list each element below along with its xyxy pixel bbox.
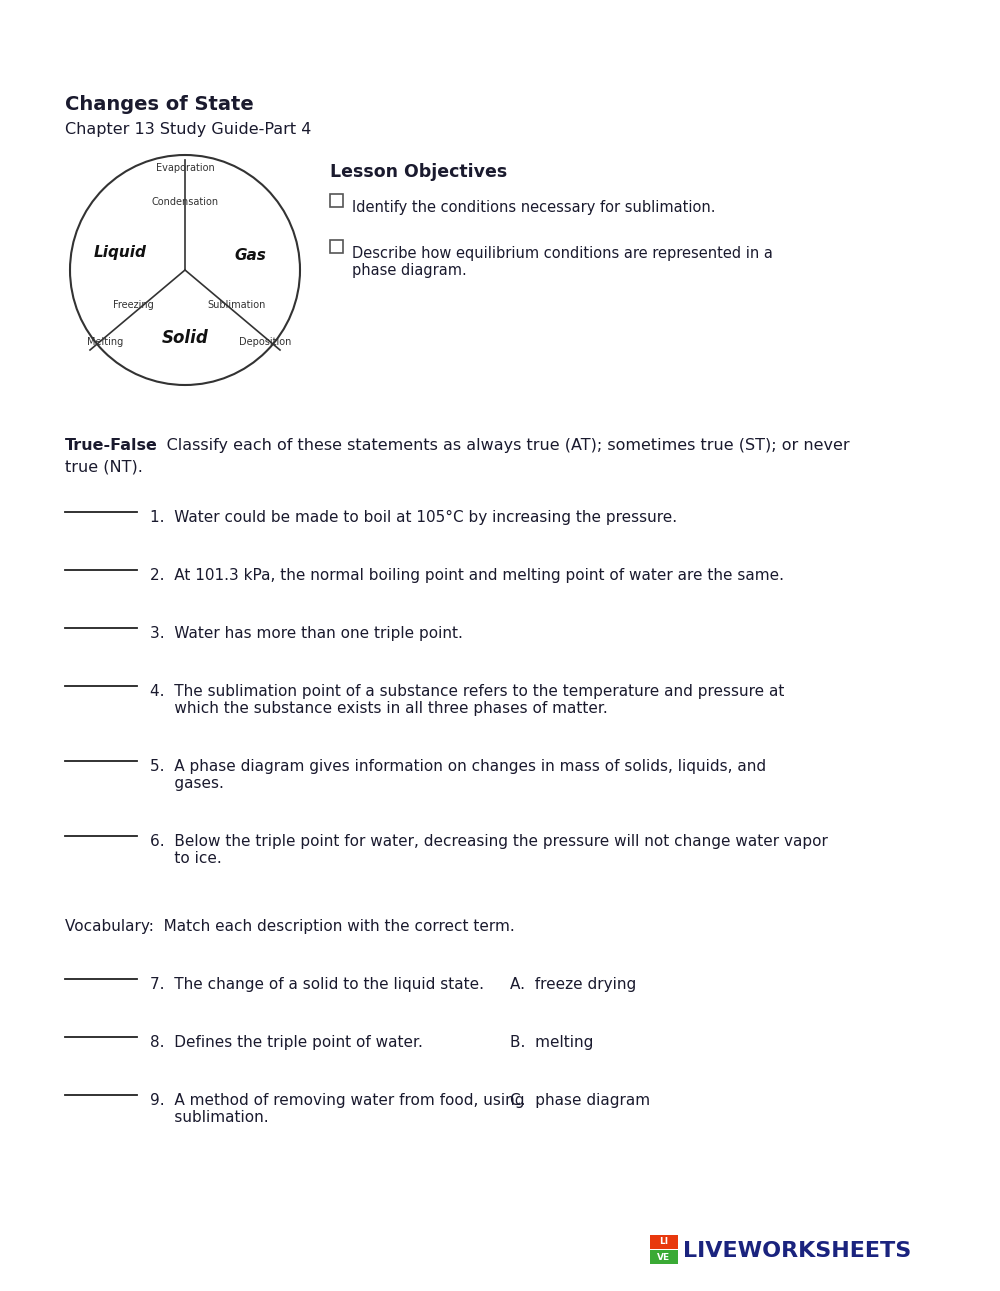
- Text: Identify the conditions necessary for sublimation.: Identify the conditions necessary for su…: [352, 200, 716, 216]
- Text: VE: VE: [657, 1252, 671, 1261]
- Text: 2.  At 101.3 kPa, the normal boiling point and melting point of water are the sa: 2. At 101.3 kPa, the normal boiling poin…: [150, 568, 784, 584]
- Text: True-False: True-False: [65, 438, 158, 453]
- Text: Deposition: Deposition: [239, 337, 291, 347]
- Text: 4.  The sublimation point of a substance refers to the temperature and pressure : 4. The sublimation point of a substance …: [150, 684, 784, 717]
- Text: :  Classify each of these statements as always true (AT); sometimes true (ST); o: : Classify each of these statements as a…: [151, 438, 850, 453]
- FancyBboxPatch shape: [330, 240, 343, 253]
- Text: 8.  Defines the triple point of water.: 8. Defines the triple point of water.: [150, 1035, 423, 1050]
- Text: Changes of State: Changes of State: [65, 96, 254, 114]
- Text: Freezing: Freezing: [113, 300, 153, 310]
- Text: Vocabulary:  Match each description with the correct term.: Vocabulary: Match each description with …: [65, 919, 515, 933]
- Text: Liquid: Liquid: [94, 244, 146, 259]
- Text: 9.  A method of removing water from food, using
     sublimation.: 9. A method of removing water from food,…: [150, 1093, 524, 1126]
- Text: Chapter 13 Study Guide-Part 4: Chapter 13 Study Guide-Part 4: [65, 123, 311, 137]
- Text: Sublimation: Sublimation: [208, 300, 266, 310]
- Text: Condensation: Condensation: [151, 198, 219, 207]
- FancyBboxPatch shape: [330, 194, 343, 207]
- Text: Melting: Melting: [87, 337, 123, 347]
- Text: Describe how equilibrium conditions are represented in a
phase diagram.: Describe how equilibrium conditions are …: [352, 247, 773, 279]
- Text: Lesson Objectives: Lesson Objectives: [330, 163, 507, 181]
- Text: 3.  Water has more than one triple point.: 3. Water has more than one triple point.: [150, 626, 463, 642]
- Text: Gas: Gas: [234, 248, 266, 262]
- FancyBboxPatch shape: [650, 1235, 678, 1248]
- Text: B.  melting: B. melting: [510, 1035, 593, 1050]
- Text: 7.  The change of a solid to the liquid state.: 7. The change of a solid to the liquid s…: [150, 977, 484, 991]
- Text: A.  freeze drying: A. freeze drying: [510, 977, 636, 991]
- Text: LIVEWORKSHEETS: LIVEWORKSHEETS: [683, 1241, 911, 1261]
- Text: Solid: Solid: [162, 329, 208, 347]
- Text: 5.  A phase diagram gives information on changes in mass of solids, liquids, and: 5. A phase diagram gives information on …: [150, 759, 766, 791]
- Text: LI: LI: [659, 1238, 669, 1247]
- Text: true (NT).: true (NT).: [65, 460, 143, 475]
- FancyBboxPatch shape: [650, 1250, 678, 1264]
- Text: Evaporation: Evaporation: [156, 163, 214, 173]
- Text: 6.  Below the triple point for water, decreasing the pressure will not change wa: 6. Below the triple point for water, dec…: [150, 834, 828, 866]
- Text: C.  phase diagram: C. phase diagram: [510, 1093, 650, 1108]
- Text: 1.  Water could be made to boil at 105°C by increasing the pressure.: 1. Water could be made to boil at 105°C …: [150, 510, 677, 525]
